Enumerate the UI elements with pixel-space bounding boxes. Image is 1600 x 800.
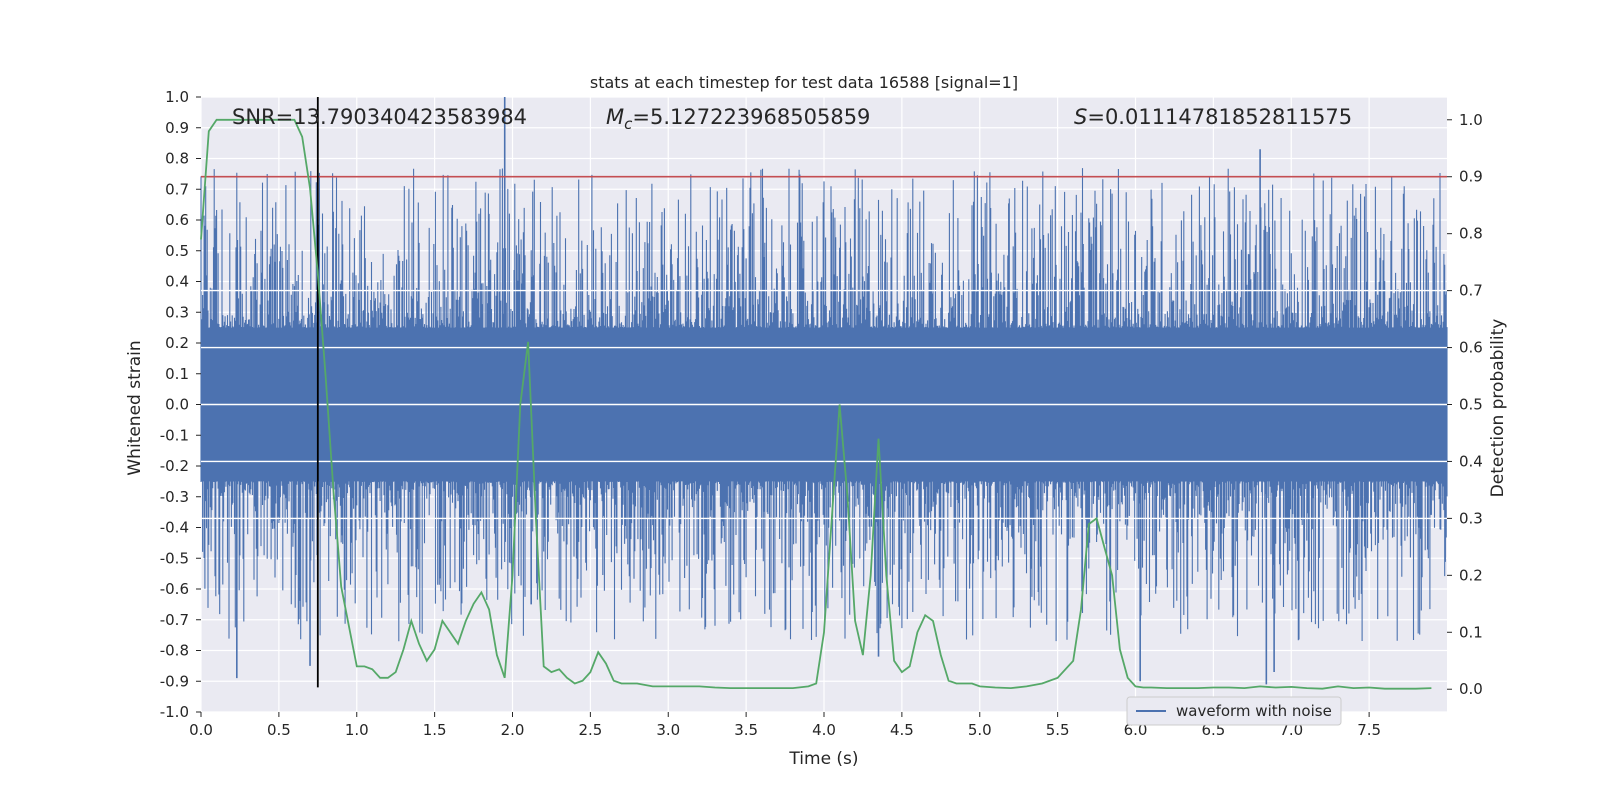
y-tick-label-left: -0.2 xyxy=(160,457,189,475)
legend-label-waveform: waveform with noise xyxy=(1176,702,1332,720)
y-tick-label-left: -0.3 xyxy=(160,488,189,506)
legend: waveform with noise xyxy=(1126,696,1342,726)
y-tick-label-left: 0.0 xyxy=(165,396,189,414)
x-tick-label: 2.0 xyxy=(501,721,525,739)
x-tick-label: 3.5 xyxy=(734,721,758,739)
y-tick-label-right: 0.2 xyxy=(1459,566,1483,584)
legend-box xyxy=(1126,696,1342,726)
y-tick-label-left: 0.8 xyxy=(165,150,189,168)
y-axis-label-right: Detection probability xyxy=(1488,319,1508,498)
y-tick-label-left: -0.5 xyxy=(160,549,189,567)
mc-subscript: c xyxy=(624,115,633,133)
y-tick-label-left: -0.7 xyxy=(160,611,189,629)
s-symbol: S xyxy=(1074,105,1087,129)
y-tick-label-left: 0.6 xyxy=(165,211,189,229)
s-annotation: S=0.01114781852811575 xyxy=(1074,105,1352,129)
x-tick-label: 4.5 xyxy=(890,721,914,739)
y-tick-label-left: -0.6 xyxy=(160,580,189,598)
y-tick-label-left: 0.9 xyxy=(165,119,189,137)
overlay-lines xyxy=(200,97,1447,690)
y-tick-label-left: 0.7 xyxy=(165,180,189,198)
y-tick-label-left: 0.4 xyxy=(165,273,189,291)
x-tick-label: 1.5 xyxy=(423,721,447,739)
y-tick-label-right: 0.7 xyxy=(1459,282,1483,300)
x-tick-label: 4.0 xyxy=(812,721,836,739)
y-tick-label-left: -0.9 xyxy=(160,672,189,690)
x-tick-label: 7.5 xyxy=(1357,721,1381,739)
s-value: =0.01114781852811575 xyxy=(1087,105,1352,129)
y-tick-label-right: 0.5 xyxy=(1459,396,1483,414)
x-tick-label: 0.5 xyxy=(267,721,291,739)
mc-annotation: Mc=5.127223968505859 xyxy=(606,105,870,133)
y-axis-label-left: Whitened strain xyxy=(125,340,145,475)
y-tick-label-left: -1.0 xyxy=(160,703,189,721)
axis-ticks: 0.0 0.5 1.0 1.5 2.0 2.5 3.0 3.5 4.0 4.5 5.0 5.5 6.0 6… xyxy=(160,88,1483,739)
y-tick-label-left: 0.5 xyxy=(165,242,189,260)
x-tick-label: 5.0 xyxy=(968,721,992,739)
y-tick-label-right: 0.9 xyxy=(1459,168,1483,186)
y-tick-label-left: 0.2 xyxy=(165,334,189,352)
x-tick-label: 3.0 xyxy=(656,721,680,739)
y-tick-label-left: 0.3 xyxy=(165,303,189,321)
mc-symbol: M xyxy=(606,105,624,129)
detection-probability-line xyxy=(200,118,1432,690)
y-tick-label-right: 0.3 xyxy=(1459,509,1483,527)
y-tick-label-left: -0.8 xyxy=(160,642,189,660)
x-tick-label: 2.5 xyxy=(578,721,602,739)
y-tick-label-left: -0.4 xyxy=(160,519,189,537)
snr-annotation: SNR=13.790340423583984 xyxy=(232,105,527,129)
x-tick-label: 1.0 xyxy=(345,721,369,739)
y-tick-label-right: 0.4 xyxy=(1459,452,1483,470)
x-tick-label: 0.0 xyxy=(189,721,213,739)
y-tick-label-right: 1.0 xyxy=(1459,111,1483,129)
y-tick-label-right: 0.8 xyxy=(1459,225,1483,243)
y-tick-label-right: 0.6 xyxy=(1459,339,1483,357)
y-tick-label-right: 0.0 xyxy=(1459,680,1483,698)
mc-value: =5.127223968505859 xyxy=(632,105,870,129)
y-tick-label-left: 1.0 xyxy=(165,88,189,106)
x-axis-label: Time (s) xyxy=(788,749,858,769)
chart-title: stats at each timestep for test data 165… xyxy=(590,73,1018,92)
y-tick-label-left: -0.1 xyxy=(160,426,189,444)
y-tick-label-right: 0.1 xyxy=(1459,623,1483,641)
x-tick-label: 5.5 xyxy=(1046,721,1070,739)
y-tick-label-left: 0.1 xyxy=(165,365,189,383)
